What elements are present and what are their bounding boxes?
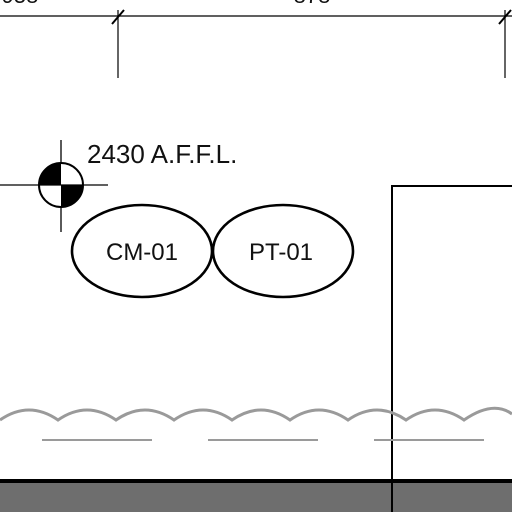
finish-tag-group: CM-01 PT-01 [70, 203, 355, 299]
dimension-value-left: 958 [2, 0, 39, 8]
ornament-scallop-line [0, 406, 512, 422]
finish-tag-label-cm01: CM-01 [106, 239, 178, 266]
finish-tag-label-pt01: PT-01 [249, 239, 313, 266]
floor-band [0, 481, 512, 512]
level-marker-fill-bottom-right [61, 185, 83, 207]
finish-tag-ellipse-pt01 [211, 203, 355, 299]
dimension-string: 958 878 [0, 0, 512, 78]
door-frame-line [391, 185, 512, 512]
door-frame-outline [391, 185, 512, 512]
dimension-tick-left [111, 9, 125, 25]
level-marker: 2430 A.F.F.L. [0, 139, 237, 232]
dimension-value-right: 878 [294, 0, 331, 8]
ornament-band [0, 406, 512, 441]
level-marker-fill-top-left [39, 163, 61, 185]
dimension-tick-right [498, 9, 512, 25]
level-marker-label: 2430 A.F.F.L. [87, 139, 237, 169]
